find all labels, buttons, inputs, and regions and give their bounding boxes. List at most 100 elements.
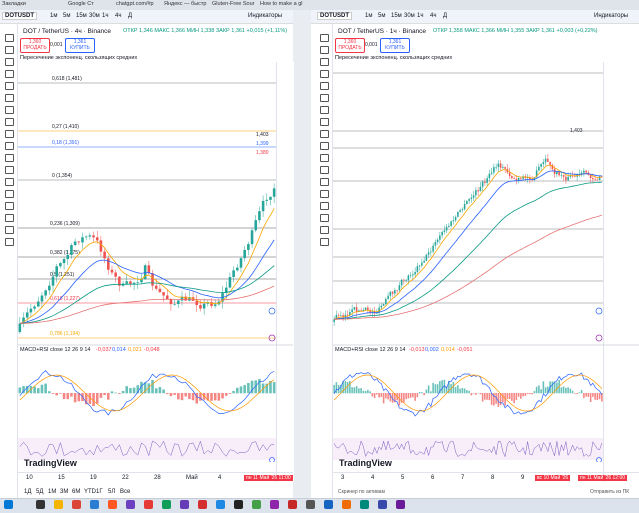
range-button[interactable]: 1Д bbox=[24, 489, 31, 495]
indicators-button[interactable]: Индикаторы bbox=[248, 13, 282, 19]
task-icon[interactable] bbox=[306, 500, 315, 509]
task-icon[interactable] bbox=[288, 500, 297, 509]
timeframe[interactable]: 4ч bbox=[430, 13, 436, 19]
task-icon[interactable] bbox=[324, 500, 333, 509]
task-icon[interactable] bbox=[126, 500, 135, 509]
task-icon[interactable] bbox=[252, 500, 261, 509]
timeframe[interactable]: Д bbox=[443, 13, 447, 19]
tool-icon[interactable] bbox=[320, 190, 329, 198]
timeframe[interactable]: 1м bbox=[365, 13, 372, 19]
timeframe[interactable]: 30м bbox=[89, 13, 100, 19]
tool-icon[interactable] bbox=[320, 166, 329, 174]
task-icon[interactable] bbox=[396, 500, 405, 509]
tool-icon[interactable] bbox=[5, 142, 14, 150]
range-button[interactable]: 6М bbox=[72, 489, 80, 495]
timeframe[interactable]: 1м bbox=[50, 13, 57, 19]
range-button[interactable]: Все bbox=[120, 489, 130, 495]
task-icon[interactable] bbox=[342, 500, 351, 509]
tab[interactable]: Закладки bbox=[2, 1, 26, 7]
tool-icon[interactable] bbox=[5, 130, 14, 138]
tool-icon[interactable] bbox=[320, 106, 329, 114]
tab[interactable]: How to make a gl bbox=[260, 1, 303, 7]
timeframe[interactable]: 1ч bbox=[102, 13, 108, 19]
footer-link[interactable]: Отправить из ПК bbox=[590, 489, 629, 495]
tool-icon[interactable] bbox=[5, 190, 14, 198]
symbol[interactable]: DOTUSDT bbox=[2, 12, 37, 20]
timeframe[interactable]: 4ч bbox=[115, 13, 121, 19]
task-icon[interactable] bbox=[180, 500, 189, 509]
task-icon[interactable] bbox=[72, 500, 81, 509]
task-icon[interactable] bbox=[270, 500, 279, 509]
tab[interactable]: Gluten-Free Sour bbox=[212, 1, 255, 7]
timeframe[interactable]: 30м bbox=[404, 13, 415, 19]
timeframe[interactable]: 5м bbox=[63, 13, 70, 19]
tool-icon[interactable] bbox=[5, 58, 14, 66]
tool-icon[interactable] bbox=[5, 46, 14, 54]
tool-icon[interactable] bbox=[320, 118, 329, 126]
timeframe[interactable]: Д bbox=[128, 13, 132, 19]
task-icon[interactable] bbox=[360, 500, 369, 509]
range-button[interactable]: 5Д bbox=[36, 489, 43, 495]
task-icon[interactable] bbox=[198, 500, 207, 509]
task-icon[interactable] bbox=[4, 500, 13, 509]
task-icon[interactable] bbox=[108, 500, 117, 509]
tab[interactable]: Яндекс — быстр bbox=[164, 1, 206, 7]
task-icon[interactable] bbox=[162, 500, 171, 509]
task-icon[interactable] bbox=[90, 500, 99, 509]
range-button[interactable]: 1М bbox=[48, 489, 56, 495]
tool-icon[interactable] bbox=[5, 118, 14, 126]
tool-icon[interactable] bbox=[5, 70, 14, 78]
tool-icon[interactable] bbox=[5, 166, 14, 174]
tool-icon[interactable] bbox=[5, 106, 14, 114]
task-icon[interactable] bbox=[144, 500, 153, 509]
indicators-button[interactable]: Индикаторы bbox=[594, 13, 628, 19]
task-icon[interactable] bbox=[378, 500, 387, 509]
tool-icon[interactable] bbox=[5, 154, 14, 162]
tool-icon[interactable] bbox=[320, 238, 329, 246]
tool-icon[interactable] bbox=[320, 178, 329, 186]
tool-icon[interactable] bbox=[5, 238, 14, 246]
tool-icon[interactable] bbox=[320, 202, 329, 210]
tool-icon[interactable] bbox=[320, 214, 329, 222]
tab[interactable]: Google Ст bbox=[68, 1, 94, 7]
tool-icon[interactable] bbox=[320, 94, 329, 102]
tool-icon[interactable] bbox=[320, 82, 329, 90]
tool-icon[interactable] bbox=[320, 226, 329, 234]
footer-link[interactable]: Скринер по активам bbox=[338, 489, 385, 495]
tool-icon[interactable] bbox=[5, 214, 14, 222]
timeframe[interactable]: 5м bbox=[378, 13, 385, 19]
tool-icon[interactable] bbox=[5, 34, 14, 42]
tab[interactable]: chatgpt.com/#p bbox=[116, 1, 154, 7]
range-button[interactable]: 3М bbox=[60, 489, 68, 495]
tool-icon[interactable] bbox=[320, 58, 329, 66]
tool-icon[interactable] bbox=[320, 142, 329, 150]
candle bbox=[538, 167, 540, 171]
task-icon[interactable] bbox=[234, 500, 243, 509]
task-icon[interactable] bbox=[216, 500, 225, 509]
task-icon[interactable] bbox=[54, 500, 63, 509]
tool-icon[interactable] bbox=[320, 130, 329, 138]
tool-icon[interactable] bbox=[5, 202, 14, 210]
tool-icon[interactable] bbox=[5, 82, 14, 90]
tool-icon[interactable] bbox=[320, 70, 329, 78]
symbol[interactable]: DOTUSDT bbox=[317, 12, 352, 20]
tool-icon[interactable] bbox=[320, 154, 329, 162]
tool-icon[interactable] bbox=[5, 226, 14, 234]
candle bbox=[19, 324, 22, 332]
timeframe[interactable]: 1ч bbox=[417, 13, 423, 19]
histogram-bar bbox=[430, 391, 432, 393]
tool-icon[interactable] bbox=[320, 34, 329, 42]
timeframe[interactable]: 15м bbox=[76, 13, 87, 19]
tool-icon[interactable] bbox=[5, 178, 14, 186]
timeframe[interactable]: 15м bbox=[391, 13, 402, 19]
tool-icon[interactable] bbox=[320, 46, 329, 54]
task-icon[interactable] bbox=[36, 500, 45, 509]
range-button[interactable]: YTD bbox=[84, 489, 96, 495]
range-button[interactable]: 1Г bbox=[96, 489, 103, 495]
tool-icon[interactable] bbox=[5, 94, 14, 102]
range-button[interactable]: 5Л bbox=[108, 489, 115, 495]
